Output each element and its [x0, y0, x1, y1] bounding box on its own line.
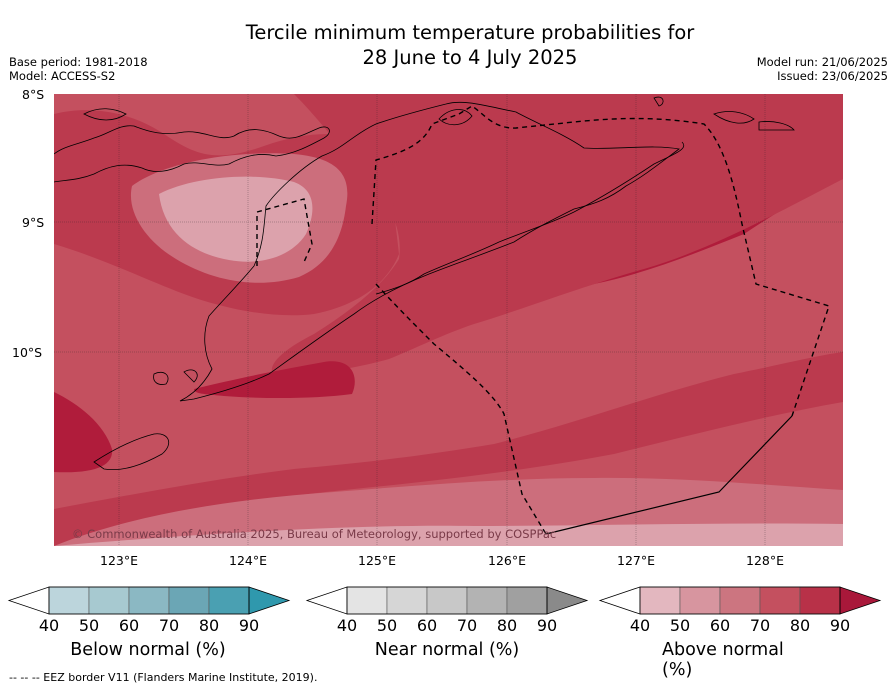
colorbar-segment [386, 586, 428, 615]
title-line-1: Tercile minimum temperature probabilitie… [245, 21, 695, 44]
meta-right: Model run: 21/06/2025 Issued: 23/06/2025 [757, 55, 888, 83]
colorbar-tick-label: 60 [416, 616, 438, 635]
colorbar-near-normal [305, 586, 589, 615]
region-50-south [54, 523, 843, 546]
colorbar-above-normal [598, 586, 882, 615]
colorbar-segment [719, 586, 761, 615]
colorbar-tick-label: 70 [456, 616, 478, 635]
colorbar-segment [208, 586, 250, 615]
colorbar-segment [506, 586, 548, 615]
colorbar-tick-label: 60 [118, 616, 140, 635]
colorbar-tick-label: 90 [536, 616, 558, 635]
colorbar-tick-label: 50 [376, 616, 398, 635]
lon-label-124e: 124°E [228, 553, 268, 568]
colorbar-segment [346, 586, 388, 615]
colorbar-tick-label: 90 [829, 616, 851, 635]
colorbar-tick-label: 60 [709, 616, 731, 635]
eez-footnote: -- -- -- EEZ border V11 (Flanders Marine… [9, 671, 318, 684]
colorbar-extend-high [839, 586, 882, 615]
colorbar-tick-label: 40 [629, 616, 651, 635]
colorbar-segment [128, 586, 170, 615]
map-credit: © Commonwealth of Australia 2025, Bureau… [72, 527, 557, 541]
base-period: Base period: 1981-2018 [9, 55, 148, 69]
lat-label-8s: 8°S [22, 87, 45, 102]
colorbar-extend-high [248, 586, 291, 615]
colorbar-segment [168, 586, 210, 615]
colorbars [7, 586, 882, 615]
below-normal-title: Below normal (%) [70, 640, 226, 660]
lon-label-127e: 127°E [616, 553, 656, 568]
lon-label-126e: 126°E [487, 553, 527, 568]
lat-label-9s: 9°S [22, 215, 45, 230]
gridlines [54, 94, 843, 546]
model-run: Model run: 21/06/2025 [756, 55, 888, 69]
near-normal-title: Near normal (%) [374, 640, 520, 660]
region-80-central [271, 94, 843, 379]
colorbar-segment [48, 586, 90, 615]
colorbar-segment [679, 586, 721, 615]
colorbar-segment [88, 586, 130, 615]
colorbar-tick-label: 50 [669, 616, 691, 635]
lon-label-125e: 125°E [357, 553, 397, 568]
colorbar-tick-label: 70 [749, 616, 771, 635]
colorbar-outline [346, 586, 548, 615]
colorbar-extend-low [305, 586, 348, 615]
eez-border-solid [545, 415, 793, 535]
colorbar-extend-high [546, 586, 589, 615]
colorbar-segment [799, 586, 841, 615]
colorbar-segment [466, 586, 508, 615]
colorbar-outline [639, 586, 841, 615]
lat-label-10s: 10°S [12, 345, 43, 360]
colorbar-outline [48, 586, 250, 615]
region-90-southwest [54, 392, 113, 473]
colorbar-tick-label: 90 [238, 616, 260, 635]
eez-border [256, 105, 830, 535]
coastlines [54, 96, 795, 471]
colorbar-below-normal [7, 586, 291, 615]
model-name: Model: ACCESS-S2 [9, 69, 116, 83]
colorbar-tick-label: 70 [158, 616, 180, 635]
colorbar-segment [759, 586, 801, 615]
colorbar-segment [639, 586, 681, 615]
colorbar-tick-label: 40 [38, 616, 60, 635]
issued-date: Issued: 23/06/2025 [777, 69, 888, 83]
colorbar-tick-label: 80 [496, 616, 518, 635]
lon-label-128e: 128°E [745, 553, 785, 568]
colorbar-tick-label: 50 [78, 616, 100, 635]
map-title: Tercile minimum temperature probabilitie… [0, 20, 896, 70]
probability-map [54, 94, 843, 546]
colorbar-tick-label: 40 [336, 616, 358, 635]
region-50-northwest [159, 176, 313, 262]
lon-label-123e: 123°E [99, 553, 139, 568]
colorbar-tick-label: 80 [198, 616, 220, 635]
above-normal-title: Above normal (%) [662, 640, 784, 680]
colorbar-segment [426, 586, 468, 615]
colorbar-extend-low [598, 586, 641, 615]
meta-left: Base period: 1981-2018 Model: ACCESS-S2 [9, 55, 148, 83]
title-line-2: 28 June to 4 July 2025 [362, 46, 578, 69]
colorbar-tick-label: 80 [789, 616, 811, 635]
region-90-timor-south [194, 361, 355, 399]
colorbar-extend-low [7, 586, 50, 615]
